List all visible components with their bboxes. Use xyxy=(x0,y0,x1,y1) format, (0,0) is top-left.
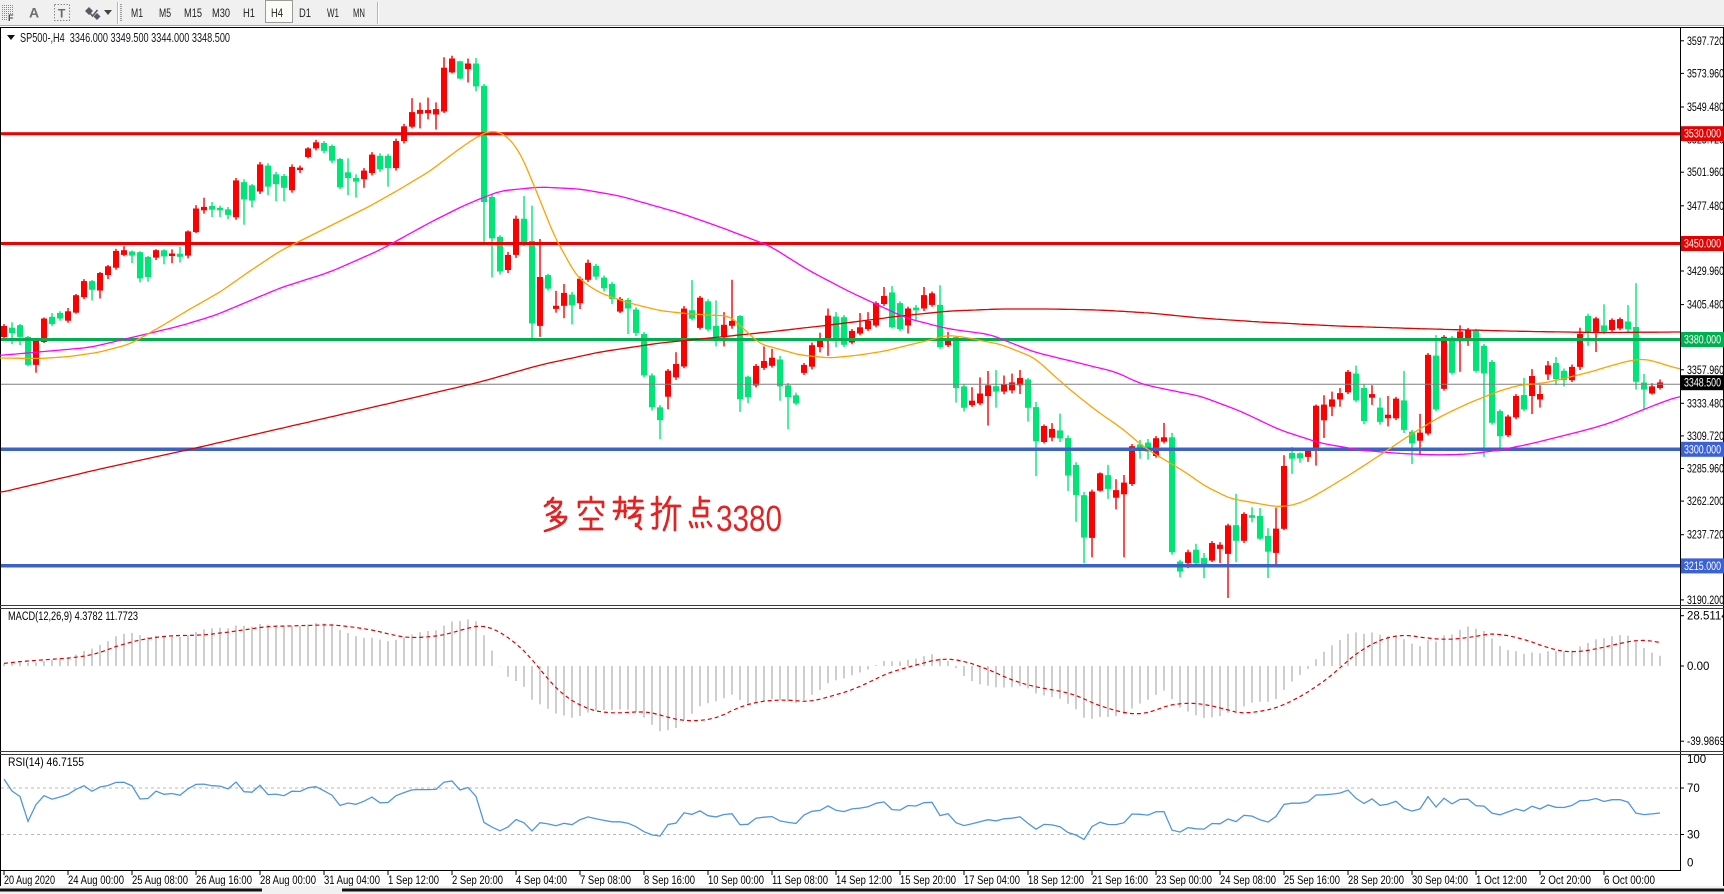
svg-text:7 Sep 08:00: 7 Sep 08:00 xyxy=(580,875,631,887)
svg-text:24 Aug 00:00: 24 Aug 00:00 xyxy=(68,875,124,887)
svg-text:0.00: 0.00 xyxy=(1687,661,1709,673)
svg-text:24 Sep 08:00: 24 Sep 08:00 xyxy=(1220,875,1276,887)
svg-text:70: 70 xyxy=(1687,783,1700,795)
svg-text:M30: M30 xyxy=(212,6,230,20)
svg-text:30 Sep 04:00: 30 Sep 04:00 xyxy=(1412,875,1468,887)
svg-text:1 Oct 12:00: 1 Oct 12:00 xyxy=(1476,875,1527,887)
svg-text:RSI(14) 46.7155: RSI(14) 46.7155 xyxy=(8,757,84,769)
svg-text:2 Sep 20:00: 2 Sep 20:00 xyxy=(452,875,503,887)
svg-text:18 Sep 12:00: 18 Sep 12:00 xyxy=(1028,875,1084,887)
svg-text:A: A xyxy=(29,5,39,21)
svg-text:3215.000: 3215.000 xyxy=(1684,561,1721,573)
svg-text:8 Sep 16:00: 8 Sep 16:00 xyxy=(644,875,695,887)
svg-text:3530.000: 3530.000 xyxy=(1684,129,1721,141)
svg-text:3501.960: 3501.960 xyxy=(1687,167,1724,179)
svg-text:T: T xyxy=(58,7,66,21)
svg-text:3237.720: 3237.720 xyxy=(1687,530,1724,542)
svg-text:3380.000: 3380.000 xyxy=(1684,335,1721,347)
svg-text:3597.720: 3597.720 xyxy=(1687,36,1724,48)
svg-text:F: F xyxy=(8,13,14,23)
svg-text:3285.960: 3285.960 xyxy=(1687,464,1724,476)
svg-text:3429.960: 3429.960 xyxy=(1687,266,1724,278)
svg-text:3300.000: 3300.000 xyxy=(1684,444,1721,456)
svg-text:2 Oct 20:00: 2 Oct 20:00 xyxy=(1540,875,1591,887)
svg-text:17 Sep 04:00: 17 Sep 04:00 xyxy=(964,875,1020,887)
svg-text:3380: 3380 xyxy=(716,498,782,539)
svg-text:3405.480: 3405.480 xyxy=(1687,300,1724,312)
svg-text:21 Sep 16:00: 21 Sep 16:00 xyxy=(1092,875,1148,887)
svg-text:20 Aug 2020: 20 Aug 2020 xyxy=(4,875,55,887)
svg-text:3333.480: 3333.480 xyxy=(1687,398,1724,410)
svg-text:100: 100 xyxy=(1687,754,1706,766)
svg-text:23 Sep 00:00: 23 Sep 00:00 xyxy=(1156,875,1212,887)
svg-text:3573.960: 3573.960 xyxy=(1687,68,1724,80)
svg-text:3348.500: 3348.500 xyxy=(1684,378,1721,390)
svg-text:1 Sep 12:00: 1 Sep 12:00 xyxy=(388,875,439,887)
svg-text:M1: M1 xyxy=(131,6,143,20)
svg-text:0: 0 xyxy=(1687,858,1693,870)
svg-text:M15: M15 xyxy=(184,6,202,20)
svg-text:3450.000: 3450.000 xyxy=(1684,239,1721,251)
svg-text:6 Oct 00:00: 6 Oct 00:00 xyxy=(1604,875,1655,887)
svg-text:M5: M5 xyxy=(159,6,171,20)
svg-text:28.5114: 28.5114 xyxy=(1687,611,1724,623)
svg-text:D1: D1 xyxy=(299,6,311,20)
svg-text:11 Sep 08:00: 11 Sep 08:00 xyxy=(772,875,828,887)
svg-text:4 Sep 04:00: 4 Sep 04:00 xyxy=(516,875,567,887)
svg-text:31 Aug 04:00: 31 Aug 04:00 xyxy=(324,875,380,887)
svg-text:25 Aug 08:00: 25 Aug 08:00 xyxy=(132,875,188,887)
svg-text:3549.480: 3549.480 xyxy=(1687,102,1724,114)
svg-text:28 Sep 20:00: 28 Sep 20:00 xyxy=(1348,875,1404,887)
svg-text:SP500-,H4 3346.000 3349.500 3: SP500-,H4 3346.000 3349.500 3344.000 334… xyxy=(20,30,230,45)
svg-text:3309.720: 3309.720 xyxy=(1687,431,1724,443)
svg-text:25 Sep 16:00: 25 Sep 16:00 xyxy=(1284,875,1340,887)
svg-text:30: 30 xyxy=(1687,830,1700,842)
svg-text:MACD(12,26,9) 4.3782 11.7723: MACD(12,26,9) 4.3782 11.7723 xyxy=(8,611,138,623)
svg-text:3262.200: 3262.200 xyxy=(1687,496,1724,508)
svg-text:3190.200: 3190.200 xyxy=(1687,595,1724,607)
svg-text:3357.960: 3357.960 xyxy=(1687,365,1724,377)
svg-text:3477.480: 3477.480 xyxy=(1687,201,1724,213)
svg-text:H4: H4 xyxy=(271,6,283,20)
svg-text:26 Aug 16:00: 26 Aug 16:00 xyxy=(196,875,252,887)
svg-text:28 Aug 00:00: 28 Aug 00:00 xyxy=(260,875,316,887)
svg-text:-39.9869: -39.9869 xyxy=(1687,736,1724,748)
svg-text:14 Sep 12:00: 14 Sep 12:00 xyxy=(836,875,892,887)
svg-text:W1: W1 xyxy=(327,6,339,20)
svg-text:15 Sep 20:00: 15 Sep 20:00 xyxy=(900,875,956,887)
svg-text:MN: MN xyxy=(353,6,365,20)
svg-text:10 Sep 00:00: 10 Sep 00:00 xyxy=(708,875,764,887)
svg-text:H1: H1 xyxy=(243,6,255,20)
